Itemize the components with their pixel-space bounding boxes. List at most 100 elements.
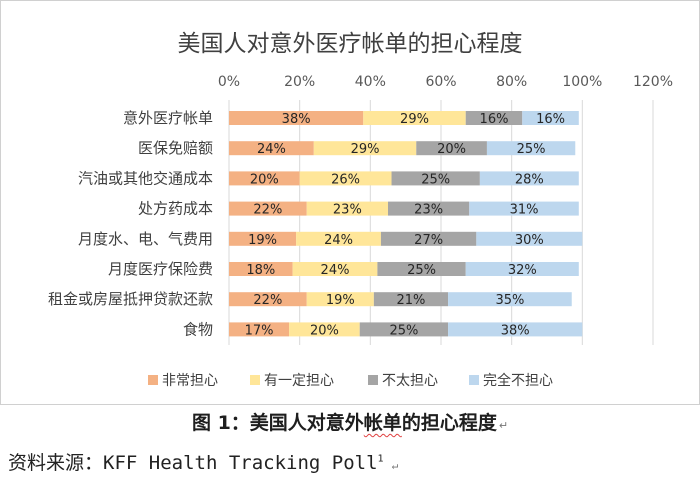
category-labels: 意外医疗帐单医保免赔额汽油或其他交通成本处方药成本月度水、电、气费用月度医疗保险… xyxy=(48,109,213,338)
bar-segment xyxy=(229,111,364,125)
data-label: 24% xyxy=(257,142,286,157)
bar-segment xyxy=(486,141,576,156)
x-tick-label: 0% xyxy=(218,74,240,90)
data-label: 29% xyxy=(400,112,429,127)
data-label: 38% xyxy=(282,112,311,127)
x-axis-tick-labels: 0% 20% 40% 60% 80% 100% 120% xyxy=(218,74,673,90)
bar-segment xyxy=(465,262,579,276)
bar-segment xyxy=(373,292,449,307)
caption-suffix: 的担心程度 xyxy=(401,412,497,434)
legend-label: 有一定担心 xyxy=(264,373,334,389)
bar-segment xyxy=(313,141,417,156)
bar-segment xyxy=(448,292,572,307)
data-label: 25% xyxy=(407,263,436,278)
data-label: 38% xyxy=(501,323,530,338)
category-label: 食物 xyxy=(183,320,213,338)
bar-segment xyxy=(292,262,378,276)
data-label: 22% xyxy=(253,293,282,308)
data-label: 18% xyxy=(246,263,275,278)
bar-segment xyxy=(229,141,314,156)
data-label: 19% xyxy=(326,293,355,308)
gridlines xyxy=(228,100,654,345)
bar-segment xyxy=(416,141,487,156)
caption-wavy-word: 帐单 xyxy=(363,412,402,434)
bar-segment xyxy=(388,201,470,216)
x-tick-label: 40% xyxy=(355,74,386,90)
data-label: 25% xyxy=(421,172,450,187)
legend-swatch xyxy=(148,375,158,385)
bar-segment xyxy=(363,111,466,125)
bar-segment xyxy=(479,171,579,186)
source-text: 资料来源：KFF Health Tracking Poll xyxy=(8,452,378,474)
legend-swatch xyxy=(250,375,260,385)
bar-segment xyxy=(465,111,523,125)
category-label: 处方药成本 xyxy=(138,200,213,218)
bar-segment xyxy=(448,322,583,337)
stacked-bar-chart: 美国人对意外医疗帐单的担心程度 0% 20% 40% 60% 80% 100% 120% 意… xyxy=(48,31,673,389)
paragraph-mark: ↵ xyxy=(498,419,509,432)
figure-caption: 图 1：美国人对意外帐单的担心程度 ↵ xyxy=(0,408,700,435)
bar-segment xyxy=(229,262,293,276)
data-label: 32% xyxy=(508,263,537,278)
data-label: 17% xyxy=(245,323,274,338)
data-label: 16% xyxy=(480,112,509,127)
data-label: 23% xyxy=(333,203,362,218)
category-label: 意外医疗帐单 xyxy=(123,109,213,127)
bar-segment xyxy=(476,231,583,246)
data-label: 30% xyxy=(515,233,544,248)
x-tick-label: 60% xyxy=(425,74,456,90)
data-label: 29% xyxy=(351,142,380,157)
category-label: 月度水、电、气费用 xyxy=(78,230,213,248)
bar-segment xyxy=(359,322,449,337)
bar-segment xyxy=(380,231,477,246)
data-label: 24% xyxy=(321,263,350,278)
caption-prefix: 图 1：美国人对意外 xyxy=(191,412,364,434)
data-label: 27% xyxy=(414,233,443,248)
data-labels: 38% 29% 16% 16% 24% 29% 20% 25% 20% 26% 25% 28% 22% 2… xyxy=(245,112,565,338)
data-label: 25% xyxy=(517,142,546,157)
legend-swatch xyxy=(368,375,378,385)
bar-segment xyxy=(306,201,388,216)
bar-segment xyxy=(391,171,480,186)
data-label: 24% xyxy=(324,233,353,248)
source-note: 资料来源：KFF Health Tracking Poll1 ↵ xyxy=(8,448,398,475)
bar-segment xyxy=(289,322,360,337)
data-label: 23% xyxy=(414,203,443,218)
bar-segment xyxy=(306,292,374,307)
x-tick-label: 100% xyxy=(562,74,602,90)
data-label: 19% xyxy=(248,233,277,248)
data-label: 16% xyxy=(536,112,565,127)
legend-label: 不太担心 xyxy=(382,373,438,389)
bar-segment xyxy=(377,262,466,276)
data-label: 25% xyxy=(389,323,418,338)
category-label: 租金或房屋抵押贷款还款 xyxy=(48,290,213,308)
bar-segment xyxy=(299,171,392,186)
bar-segments xyxy=(229,111,583,337)
legend-label: 非常担心 xyxy=(162,373,218,389)
data-label: 20% xyxy=(250,172,279,187)
footnote-marker: 1 xyxy=(377,453,384,465)
data-label: 28% xyxy=(515,172,544,187)
chart-title: 美国人对意外医疗帐单的担心程度 xyxy=(178,31,523,57)
data-label: 22% xyxy=(253,203,282,218)
x-tick-label: 80% xyxy=(496,74,527,90)
category-label: 月度医疗保险费 xyxy=(108,260,213,278)
bar-segment xyxy=(229,171,300,186)
x-tick-label: 120% xyxy=(633,74,673,90)
category-label: 汽油或其他交通成本 xyxy=(78,169,213,187)
legend: 非常担心 有一定担心 不太担心 完全不担心 xyxy=(148,372,553,389)
paragraph-mark: ↵ xyxy=(391,459,399,472)
bar-segment xyxy=(229,292,307,307)
category-label: 医保免赔额 xyxy=(138,139,213,157)
bar-segment xyxy=(296,231,381,246)
x-tick-label: 20% xyxy=(284,74,315,90)
bar-segment xyxy=(229,201,307,216)
bar-segment xyxy=(522,111,579,125)
data-label: 21% xyxy=(397,293,426,308)
data-label: 26% xyxy=(331,172,360,187)
legend-label: 完全不担心 xyxy=(483,372,553,389)
legend-swatch xyxy=(469,375,479,385)
data-label: 31% xyxy=(510,203,539,218)
data-label: 35% xyxy=(495,293,524,308)
bar-segment xyxy=(469,201,579,216)
